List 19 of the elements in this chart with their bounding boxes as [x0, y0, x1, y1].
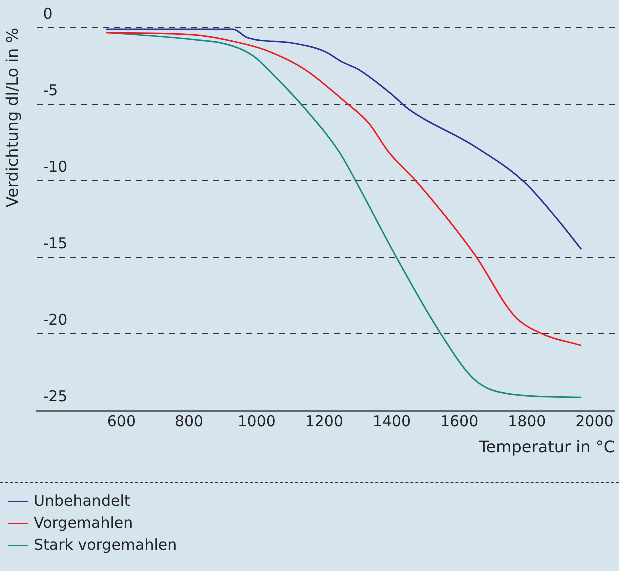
legend-label: Vorgemahlen	[34, 514, 134, 532]
x-tick-label: 1800	[508, 412, 546, 431]
x-tick-label: 1600	[440, 412, 479, 431]
y-tick-label: -20	[43, 311, 68, 330]
y-axis-title: Verdichtung dl/Lo in %	[2, 28, 22, 208]
y-tick-label: -10	[43, 158, 68, 176]
legend-label: Unbehandelt	[34, 492, 130, 510]
x-tick-label: 600	[107, 412, 136, 431]
y-tick-label: 0	[43, 4, 53, 23]
x-tick-label: 2000	[576, 412, 614, 431]
y-tick-label: -25	[43, 388, 68, 406]
y-tick-label: -5	[43, 81, 58, 100]
x-tick-label: 1000	[238, 412, 276, 431]
x-tick-label: 800	[174, 412, 204, 431]
x-tick-label: 1200	[305, 412, 344, 431]
x-axis-title: Temperatur in °C	[478, 438, 615, 457]
legend-label: Stark vorgemahlen	[34, 536, 178, 554]
x-tick-label: 1400	[372, 412, 412, 431]
y-tick-label: -15	[43, 234, 68, 253]
